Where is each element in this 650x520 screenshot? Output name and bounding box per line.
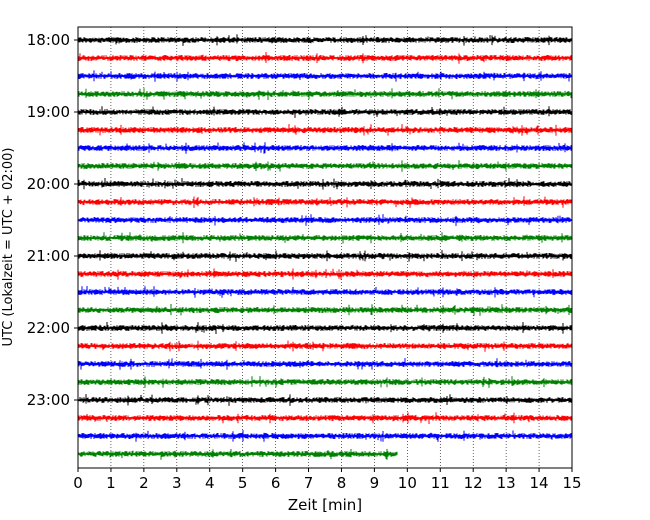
x-tick-label: 8 <box>337 474 347 492</box>
seismic-trace <box>77 160 573 172</box>
plot-frame <box>77 26 573 469</box>
x-tick-label: 11 <box>431 474 450 492</box>
y-tick-label: 20:00 <box>27 175 70 193</box>
seismic-trace <box>77 196 573 208</box>
seismic-trace <box>77 124 573 136</box>
x-axis-label: Zeit [min] <box>288 496 362 514</box>
seismic-trace <box>77 232 573 244</box>
seismic-trace <box>77 268 573 280</box>
x-tick-label: 13 <box>497 474 516 492</box>
x-tick-label: 4 <box>205 474 215 492</box>
seismic-trace <box>77 322 573 334</box>
x-tick-label: 5 <box>238 474 248 492</box>
seismic-trace <box>77 394 573 406</box>
x-tick-label: 10 <box>398 474 417 492</box>
x-tick-label: 15 <box>562 474 581 492</box>
seismic-trace <box>77 34 573 46</box>
x-tick-label: 6 <box>271 474 281 492</box>
seismic-trace <box>77 250 573 262</box>
x-tick-label: 2 <box>139 474 149 492</box>
seismic-trace <box>77 70 573 82</box>
y-axis-ticks: 18:00 19:00 20:00 21:00 22:00 23:00 <box>27 31 78 409</box>
seismic-trace <box>77 88 573 100</box>
y-tick-label: 19:00 <box>27 103 70 121</box>
x-tick-label: 0 <box>73 474 83 492</box>
x-tick-label: 7 <box>304 474 314 492</box>
seismic-trace <box>77 142 573 154</box>
seismic-trace <box>77 178 573 190</box>
seismic-trace <box>77 340 573 352</box>
x-tick-label: 12 <box>464 474 483 492</box>
seismic-trace <box>77 412 573 424</box>
seismic-trace <box>77 214 573 226</box>
y-tick-label: 18:00 <box>27 31 70 49</box>
seismic-trace <box>77 106 573 118</box>
seismic-trace <box>77 430 573 442</box>
seismic-trace <box>77 358 573 370</box>
y-axis-label: UTC (Lokalzeit = UTC + 02:00) <box>1 148 16 347</box>
seismic-traces <box>77 34 573 460</box>
seismic-trace <box>77 448 398 460</box>
seismic-trace <box>77 304 573 316</box>
y-tick-label: 21:00 <box>27 247 70 265</box>
x-tick-label: 3 <box>172 474 182 492</box>
x-tick-label: 1 <box>106 474 116 492</box>
seismic-trace <box>77 376 573 388</box>
seismic-trace <box>77 286 573 298</box>
x-tick-label: 9 <box>370 474 380 492</box>
x-tick-label: 14 <box>530 474 549 492</box>
x-axis-ticks: 0 1 2 3 4 5 6 7 8 9 10 11 12 13 14 15 <box>73 468 582 492</box>
y-tick-label: 23:00 <box>27 391 70 409</box>
seismic-trace <box>77 52 573 64</box>
y-tick-label: 22:00 <box>27 319 70 337</box>
